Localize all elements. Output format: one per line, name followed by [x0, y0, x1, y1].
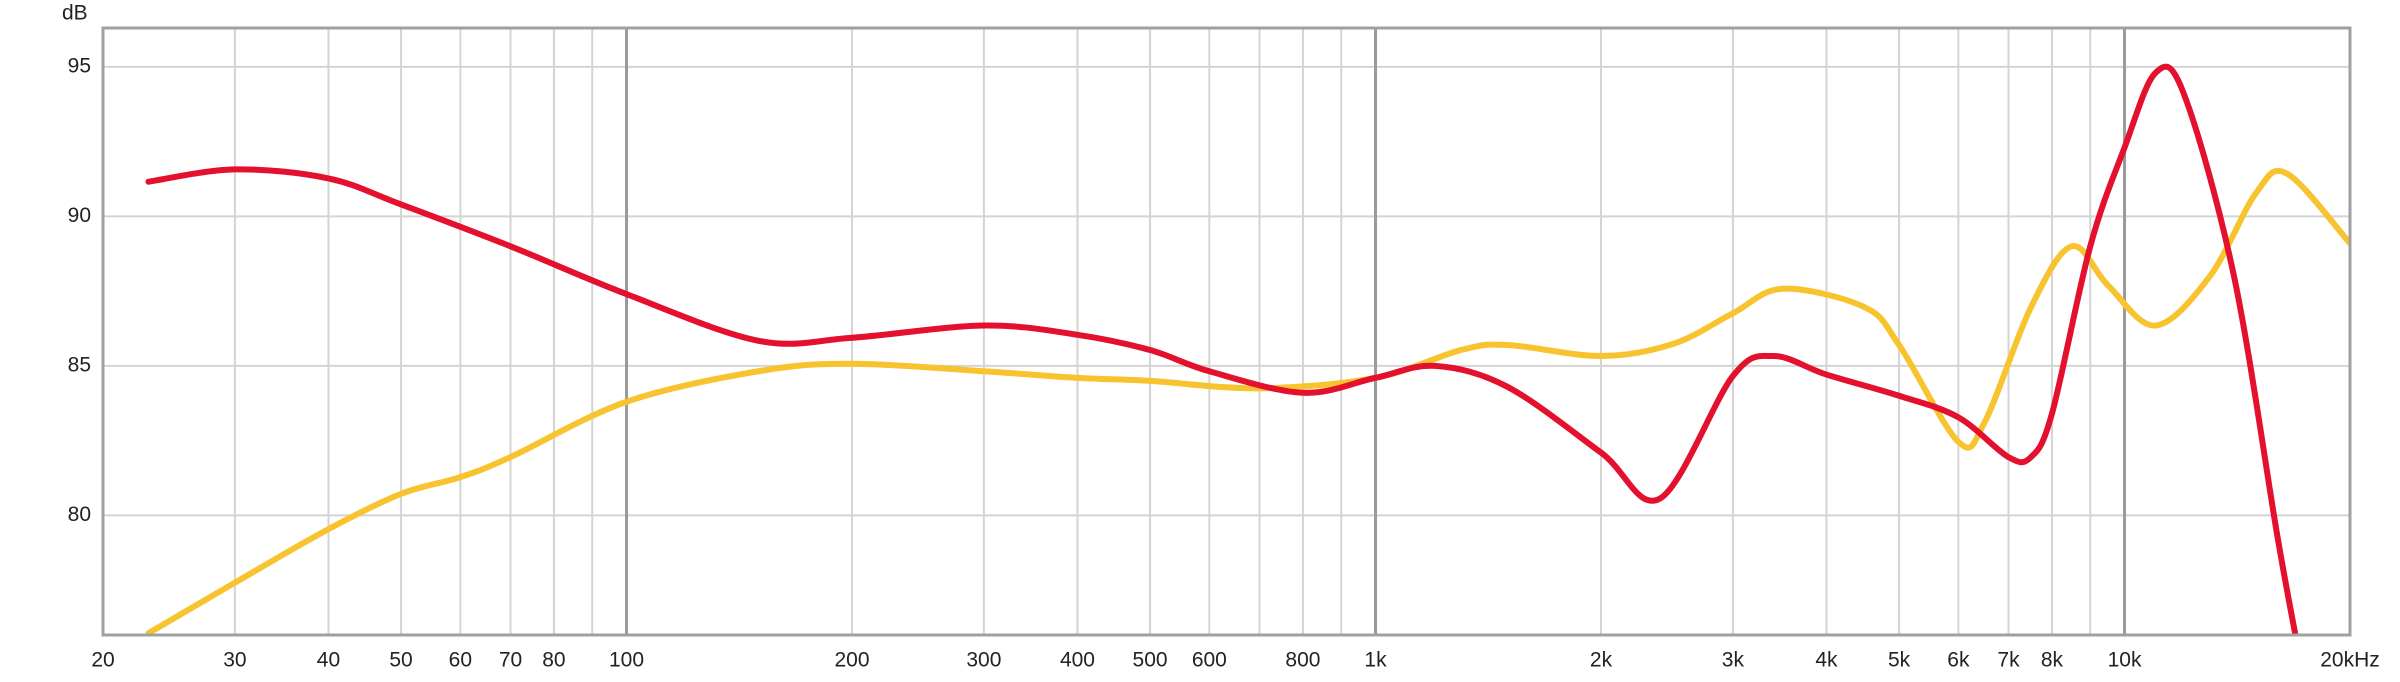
plot-border [101, 26, 2352, 637]
x-tick-label: 80 [542, 649, 565, 672]
x-tick-label: 100 [609, 649, 644, 672]
x-tick-label: 8k [2041, 649, 2064, 672]
x-tick-label: 1k [1364, 649, 1387, 672]
y-tick-label: 80 [68, 503, 91, 526]
x-tick-label: 70 [499, 649, 522, 672]
response-line [145, 63, 2299, 635]
x-tick-label: 50 [389, 649, 412, 672]
x-tick-label: 200 [834, 649, 869, 672]
x-tick-label: 4k [1815, 649, 1838, 672]
x-tick-label: 2k [1590, 649, 1613, 672]
x-tick-label: 20kHz [2320, 649, 2380, 672]
x-tick-label: 600 [1192, 649, 1227, 672]
x-tick-label: 7k [1997, 649, 2020, 672]
x-tick-label: 10k [2108, 649, 2142, 672]
y-axis-label: dB [62, 2, 88, 25]
x-tick-label: 500 [1133, 649, 1168, 672]
x-tick-label: 300 [966, 649, 1001, 672]
y-tick-label: 95 [68, 54, 91, 77]
x-tick-label: 20 [91, 649, 114, 672]
x-tick-label: 40 [317, 649, 340, 672]
response-line [145, 167, 2350, 635]
x-tick-label: 60 [449, 649, 472, 672]
x-tick-label: 6k [1947, 649, 1970, 672]
y-tick-label: 90 [68, 204, 91, 227]
x-tick-label: 800 [1285, 649, 1320, 672]
x-tick-label: 3k [1722, 649, 1745, 672]
x-tick-label: 30 [223, 649, 246, 672]
x-tick-label: 400 [1060, 649, 1095, 672]
plot-lines [145, 63, 2350, 635]
plot-background [103, 28, 2350, 635]
y-tick-label: 85 [68, 353, 91, 376]
x-tick-label: 5k [1888, 649, 1911, 672]
